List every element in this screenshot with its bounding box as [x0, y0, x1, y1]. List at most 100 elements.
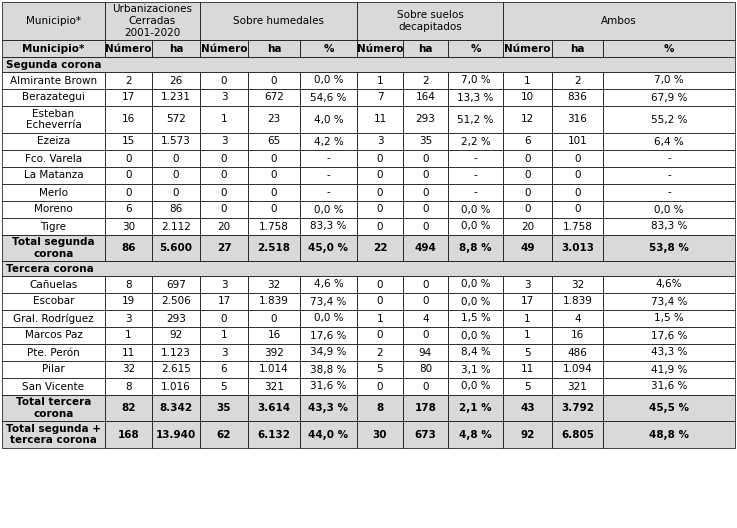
Bar — [152, 218, 200, 235]
Bar — [300, 395, 357, 421]
Text: 32: 32 — [571, 279, 584, 289]
Bar — [503, 310, 552, 327]
Bar — [603, 150, 735, 167]
Bar — [603, 276, 735, 293]
Bar — [200, 361, 248, 378]
Bar — [248, 89, 300, 106]
Bar — [200, 133, 248, 150]
Text: San Vicente: San Vicente — [23, 382, 85, 391]
Text: -: - — [326, 171, 330, 181]
Text: 0: 0 — [377, 279, 383, 289]
Text: 6.132: 6.132 — [257, 429, 290, 439]
Bar — [2, 89, 105, 106]
Text: 35: 35 — [217, 403, 231, 413]
Bar — [552, 395, 603, 421]
Bar — [448, 395, 503, 421]
Bar — [503, 133, 552, 150]
Bar — [403, 106, 448, 133]
Bar — [357, 344, 403, 361]
Bar — [448, 293, 503, 310]
Bar — [357, 150, 403, 167]
Bar — [448, 344, 503, 361]
Text: 2,2 %: 2,2 % — [461, 137, 490, 146]
Bar — [248, 344, 300, 361]
Bar — [357, 89, 403, 106]
Bar — [357, 167, 403, 184]
Bar — [105, 327, 152, 344]
Text: 0: 0 — [221, 314, 227, 324]
Text: 1: 1 — [524, 76, 531, 86]
Text: 12: 12 — [521, 115, 534, 125]
Text: %: % — [664, 43, 674, 53]
Text: 11: 11 — [521, 364, 534, 374]
Bar — [448, 184, 503, 201]
Bar — [403, 293, 448, 310]
Bar — [248, 201, 300, 218]
Text: 0: 0 — [221, 154, 227, 164]
Bar — [503, 184, 552, 201]
Bar — [403, 40, 448, 57]
Bar — [152, 72, 200, 89]
Text: 5: 5 — [524, 382, 531, 391]
Text: 17: 17 — [521, 297, 534, 306]
Bar — [503, 2, 735, 40]
Text: -: - — [326, 187, 330, 197]
Text: 572: 572 — [166, 115, 186, 125]
Text: ha: ha — [570, 43, 584, 53]
Bar — [552, 89, 603, 106]
Bar — [357, 133, 403, 150]
Bar — [552, 310, 603, 327]
Bar — [248, 167, 300, 184]
Text: 94: 94 — [419, 347, 432, 357]
Text: 11: 11 — [122, 347, 135, 357]
Text: -: - — [474, 171, 478, 181]
Text: 2.518: 2.518 — [257, 243, 290, 253]
Bar — [357, 276, 403, 293]
Bar — [603, 235, 735, 261]
Text: La Matanza: La Matanza — [24, 171, 83, 181]
Bar — [300, 184, 357, 201]
Text: 73,4 %: 73,4 % — [651, 297, 687, 306]
Bar — [448, 361, 503, 378]
Bar — [248, 218, 300, 235]
Bar — [248, 310, 300, 327]
Bar — [503, 167, 552, 184]
Text: 3: 3 — [220, 92, 227, 102]
Text: 45,5 %: 45,5 % — [649, 403, 689, 413]
Bar — [300, 72, 357, 89]
Bar — [2, 395, 105, 421]
Text: 17,6 %: 17,6 % — [310, 331, 346, 341]
Text: 2: 2 — [574, 76, 581, 86]
Bar — [552, 201, 603, 218]
Text: 0,0 %: 0,0 % — [314, 314, 343, 324]
Text: Total segunda +
tercera corona: Total segunda + tercera corona — [6, 423, 101, 445]
Text: 101: 101 — [567, 137, 587, 146]
Bar — [403, 167, 448, 184]
Text: 4,6 %: 4,6 % — [314, 279, 343, 289]
Bar — [248, 184, 300, 201]
Text: 168: 168 — [118, 429, 139, 439]
Bar — [105, 133, 152, 150]
Bar — [503, 150, 552, 167]
Text: 62: 62 — [217, 429, 231, 439]
Text: 5: 5 — [220, 382, 227, 391]
Bar — [200, 89, 248, 106]
Text: 0: 0 — [574, 154, 581, 164]
Bar — [248, 361, 300, 378]
Text: 672: 672 — [264, 92, 284, 102]
Text: 0: 0 — [270, 171, 277, 181]
Text: 31,6 %: 31,6 % — [310, 382, 346, 391]
Bar — [200, 327, 248, 344]
Bar — [552, 327, 603, 344]
Text: 0: 0 — [377, 222, 383, 231]
Bar — [603, 361, 735, 378]
Text: Ambos: Ambos — [601, 16, 637, 26]
Bar — [300, 133, 357, 150]
Text: Sobre humedales: Sobre humedales — [233, 16, 324, 26]
Bar — [105, 184, 152, 201]
Text: 0: 0 — [221, 187, 227, 197]
Text: 82: 82 — [122, 403, 136, 413]
Bar — [300, 235, 357, 261]
Text: 3,1 %: 3,1 % — [461, 364, 490, 374]
Text: 293: 293 — [166, 314, 186, 324]
